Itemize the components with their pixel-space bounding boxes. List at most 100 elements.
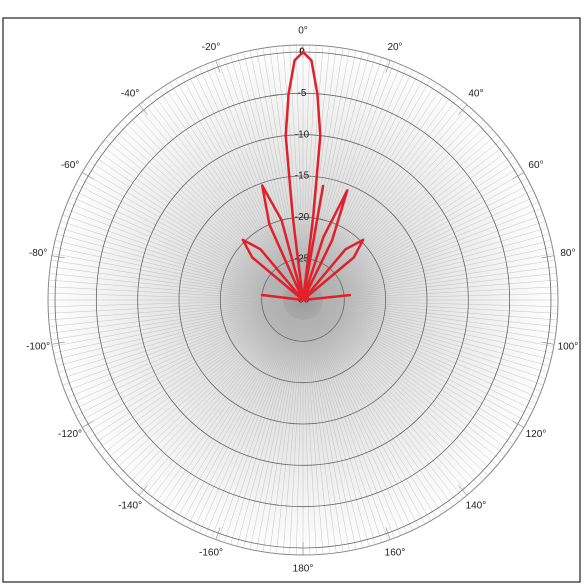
r-tick-label: -10 [295, 129, 310, 140]
angle-tick [512, 172, 524, 180]
spoke [320, 172, 524, 291]
spoke [89, 310, 287, 440]
spoke [92, 155, 287, 289]
spoke [310, 64, 401, 282]
spoke [303, 319, 317, 555]
angle-tick-label: -40° [121, 89, 139, 100]
spoke [322, 227, 548, 295]
spoke [85, 310, 287, 434]
spoke [72, 308, 286, 410]
spoke [49, 273, 284, 299]
spoke [320, 184, 531, 292]
angle-tick-label: 80° [560, 248, 575, 259]
spoke [321, 196, 537, 293]
spoke [319, 311, 514, 445]
spoke [175, 317, 294, 521]
angle-tick [512, 420, 524, 428]
spoke [322, 301, 557, 327]
spoke [67, 307, 285, 398]
spoke [147, 315, 291, 503]
spoke [132, 314, 290, 490]
spoke [309, 61, 395, 282]
spoke [316, 110, 474, 286]
angle-tick-label: -120° [58, 429, 82, 440]
spoke [158, 89, 292, 284]
spoke [305, 319, 344, 552]
spoke [224, 57, 298, 282]
spoke [64, 306, 285, 392]
pattern-line [241, 50, 365, 302]
spoke [318, 312, 502, 461]
spoke [318, 144, 506, 288]
spoke [175, 79, 294, 283]
spoke [316, 114, 479, 286]
angle-tick-label: 100° [558, 341, 579, 352]
spoke [48, 279, 284, 299]
spoke [313, 316, 437, 518]
spoke [312, 317, 425, 525]
spoke [309, 318, 395, 539]
spoke [49, 301, 284, 327]
spoke [100, 312, 288, 456]
spoke [296, 319, 303, 555]
spoke [312, 317, 431, 521]
spoke [304, 319, 324, 555]
r-tick-label: -25 [295, 253, 310, 264]
spoke [51, 302, 284, 341]
spoke [319, 155, 514, 289]
spoke [321, 208, 542, 294]
angle-tick [215, 527, 221, 540]
angle-tick [138, 104, 148, 115]
spoke [322, 302, 556, 334]
spoke [58, 227, 284, 295]
spoke [322, 304, 550, 367]
spoke [310, 66, 407, 282]
spoke [320, 308, 531, 416]
spoke [75, 184, 286, 292]
spoke [96, 149, 287, 289]
spoke [142, 315, 291, 499]
spoke [316, 314, 474, 490]
spoke [322, 300, 558, 307]
spoke [310, 318, 407, 534]
angle-tick-label: -160° [199, 547, 223, 558]
spoke [312, 79, 431, 283]
spoke [318, 312, 498, 466]
spoke [256, 319, 300, 551]
spoke [52, 253, 284, 297]
angle-tick-label: 180° [293, 564, 314, 575]
spoke [211, 61, 297, 282]
spoke [181, 75, 294, 283]
spoke [319, 311, 510, 451]
angle-tick [385, 527, 391, 540]
spoke [113, 313, 289, 471]
spoke [307, 319, 370, 547]
spoke [289, 45, 303, 281]
spoke [307, 319, 363, 549]
angle-tick [51, 255, 65, 259]
spoke [313, 86, 443, 284]
angle-tick [51, 341, 65, 345]
spoke [312, 75, 425, 283]
spoke [64, 208, 285, 294]
spoke [62, 306, 285, 386]
spoke [318, 312, 506, 456]
spoke [320, 190, 534, 292]
spoke [96, 311, 287, 451]
spoke [322, 293, 558, 300]
spoke [308, 319, 376, 545]
spoke [320, 309, 524, 428]
spoke [224, 318, 298, 543]
spoke [108, 312, 288, 466]
spoke [236, 319, 299, 547]
angle-tick-label: -80° [29, 248, 47, 259]
spoke [53, 303, 284, 354]
spoke [205, 64, 296, 282]
spoke [322, 304, 552, 360]
spoke [72, 190, 286, 292]
angle-tick-label: 0° [298, 26, 308, 37]
grid-ring [95, 92, 511, 508]
spoke [82, 309, 286, 428]
spoke [322, 303, 554, 347]
angle-tick [138, 485, 148, 496]
